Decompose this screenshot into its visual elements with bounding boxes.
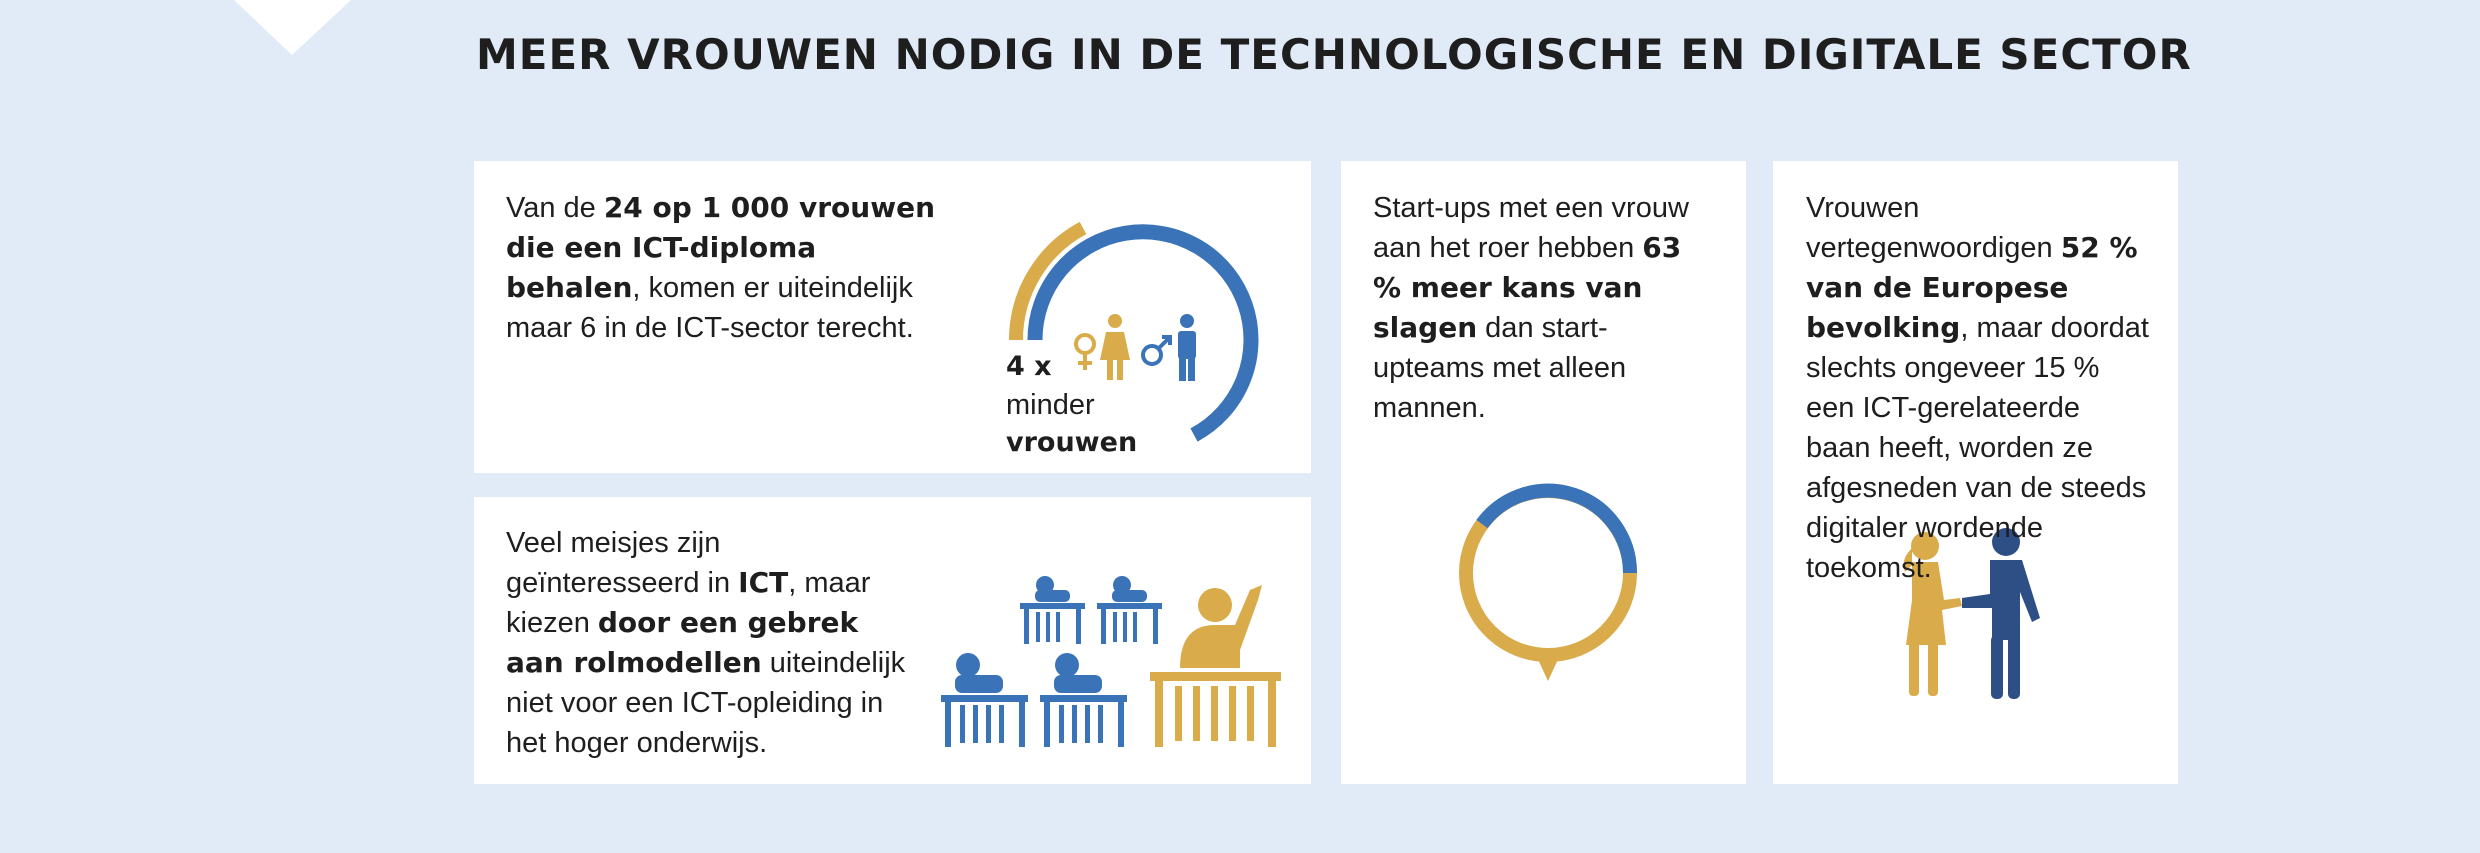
woman-figure [1903, 532, 1962, 696]
figure-line: vrouwen [1006, 427, 1138, 458]
figure-line: minder [1006, 389, 1095, 421]
bold-text: ICT [738, 566, 789, 599]
panel-text: Vrouwen vertegenwoordigen 52 % van de Eu… [1806, 188, 2151, 588]
teacher-icon [1150, 585, 1281, 747]
arc [1009, 221, 1087, 341]
corner-tab [234, 0, 351, 55]
bold-text: 24 op 1 000 vrouwen die een ICT-diploma … [506, 191, 936, 304]
donut-arc [1476, 483, 1638, 574]
arc [1027, 224, 1259, 442]
woman-icon [1100, 314, 1130, 380]
pointer [1536, 655, 1560, 681]
female-symbol [1074, 333, 1096, 370]
man-icon [1178, 314, 1196, 381]
panel [474, 497, 1311, 784]
text: Vrouwen vertegenwoordigen [1806, 192, 2061, 264]
text: , maar doordat slechts ongeveer 15 % een… [1806, 312, 2149, 584]
panel-text: Van de 24 op 1 000 vrouwen die een ICT-d… [506, 188, 946, 348]
figure-caption: 4 x minder vrouwen [1006, 348, 1137, 462]
panel [1341, 161, 1746, 784]
male-symbol [1141, 335, 1172, 366]
panel-text: Start-ups met een vrouw aan het roer heb… [1373, 188, 1703, 428]
panel [474, 161, 1311, 473]
title: MEER VROUWEN NODIG IN DE TECHNOLOGISCHE … [476, 30, 2192, 79]
panel [1773, 161, 2178, 784]
text: dan start-upteams met alleen mannen. [1373, 312, 1627, 424]
text: Van de [506, 192, 604, 224]
man-figure [1962, 528, 2040, 699]
text: , komen er uiteindelijk maar 6 in de ICT… [506, 272, 914, 344]
bold-text: 52 % van de Europese bevolking [1806, 231, 2138, 344]
students-icon [941, 576, 1162, 747]
text: Start-ups met een vrouw aan het roer heb… [1373, 192, 1689, 264]
panel-text: Veel meisjes zijn geïnteresseerd in ICT,… [506, 523, 911, 763]
figure-count: 4 x [1006, 351, 1052, 382]
bold-text: door een gebrek aan rolmodellen [506, 606, 859, 679]
text: uiteindelijk niet voor een ICT-opleiding… [506, 647, 906, 759]
text: Veel meisjes zijn geïnteresseerd in [506, 527, 739, 599]
text: , maar kiezen [506, 567, 871, 639]
bold-text: 63 % meer kans van slagen [1373, 231, 1682, 344]
